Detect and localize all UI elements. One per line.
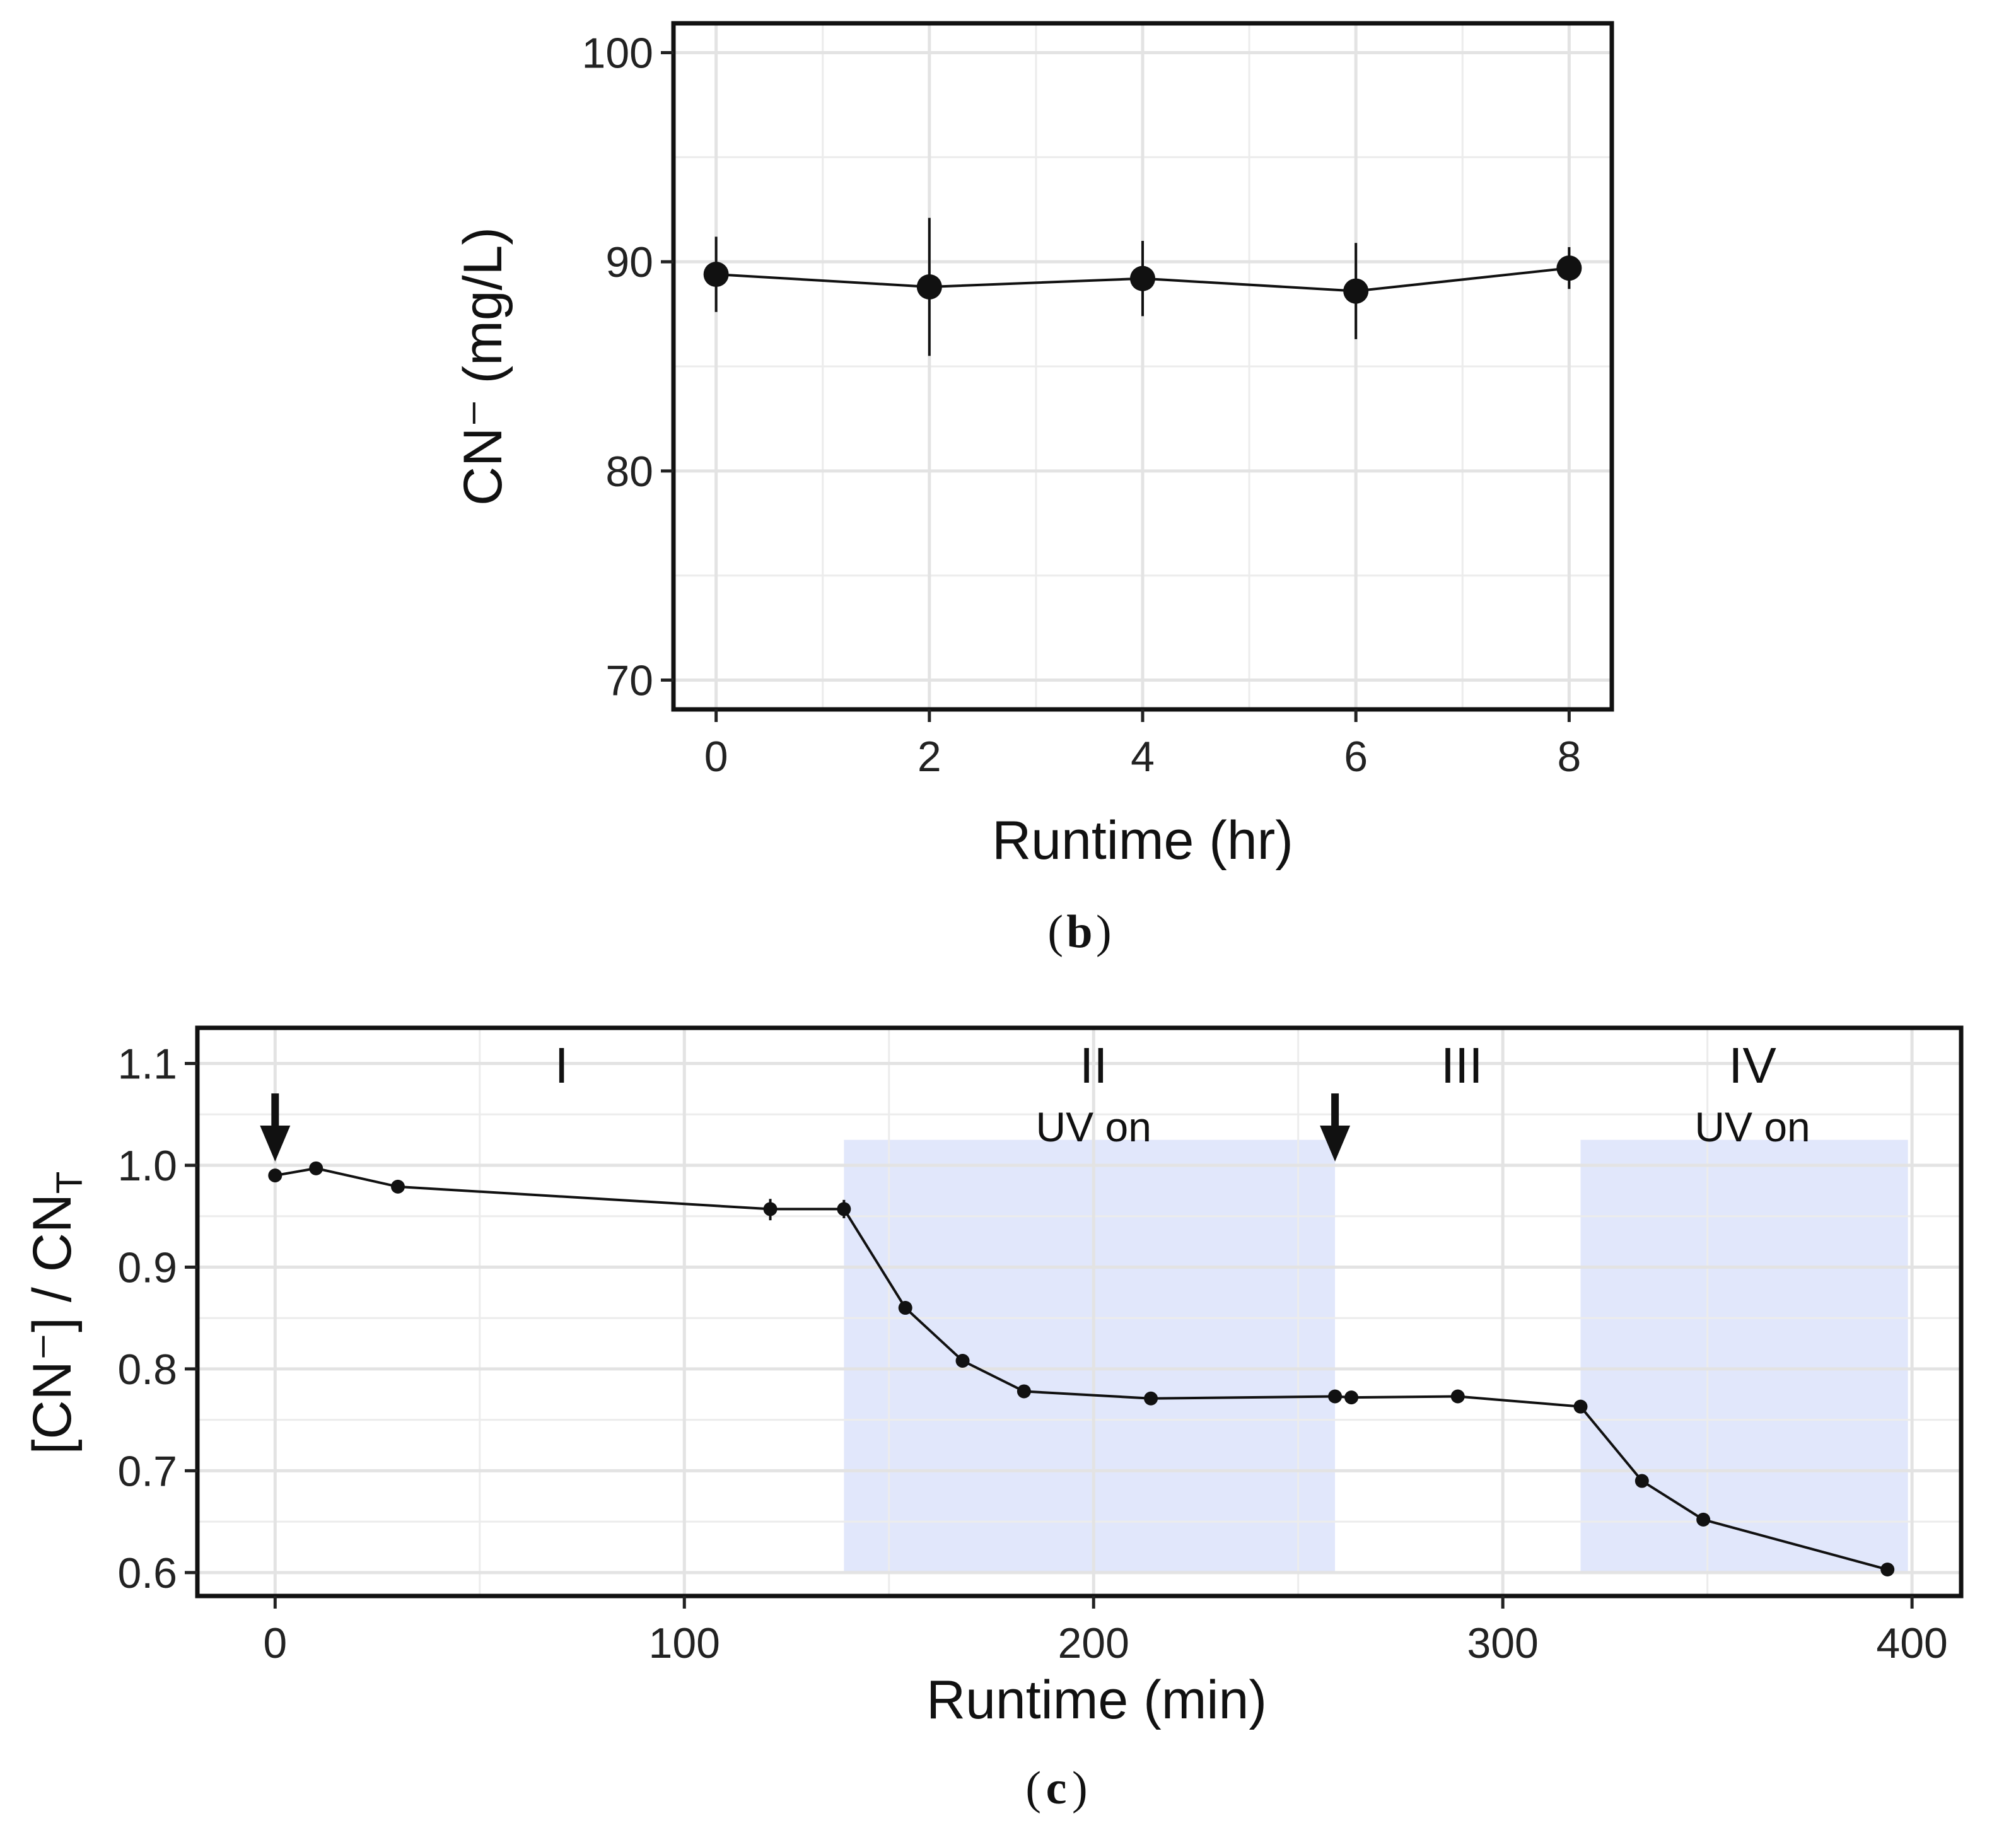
data-point <box>390 1179 405 1194</box>
arrow-down-icon <box>260 1126 291 1162</box>
phase-label: I <box>554 1037 568 1093</box>
x-tick-label: 6 <box>1344 733 1368 781</box>
x-tick-label: 8 <box>1557 733 1581 781</box>
plot-frame <box>195 1025 1964 1599</box>
y-tick-label: 0.7 <box>117 1447 177 1495</box>
data-point <box>1328 1389 1343 1404</box>
y-axis-title: [CN⁻] / CNT <box>22 1172 90 1455</box>
caption-close-paren: ) <box>1072 1762 1088 1814</box>
panel-caption-c: c <box>1046 1762 1067 1814</box>
data-point <box>1017 1384 1031 1399</box>
y-tick-label: 0.6 <box>117 1549 177 1597</box>
data-point <box>703 262 729 288</box>
data-point <box>1696 1512 1711 1527</box>
data-point <box>309 1161 323 1175</box>
axis-ticks: 0 100 200 300 400 0.6 0.7 0.8 0.9 1.0 1.1 <box>117 1040 1947 1667</box>
data-point <box>1130 265 1155 291</box>
caption-open-paren: ( <box>1047 906 1063 958</box>
caption-close-paren: ) <box>1096 906 1112 958</box>
data-point <box>955 1354 970 1368</box>
axis-ticks: 0 2 4 6 8 70 80 90 100 <box>582 29 1582 781</box>
x-tick-label: 0 <box>263 1619 287 1667</box>
x-axis-title: Runtime (min) <box>926 1670 1267 1730</box>
panel-caption-b: b <box>1066 906 1092 958</box>
data-point <box>837 1202 851 1216</box>
data-point <box>898 1301 912 1315</box>
caption-open-paren: ( <box>1025 1762 1041 1814</box>
y-tick-label: 90 <box>605 238 653 286</box>
chart-panel-b: 0 2 4 6 8 70 80 90 100 Runtime (hr) CN⁻ (mg/L) (… <box>453 21 1614 958</box>
uv-shaded-regions <box>844 1139 1908 1573</box>
y-tick-label: 0.9 <box>117 1243 177 1291</box>
data-point <box>1573 1399 1588 1414</box>
data-point <box>916 274 942 300</box>
data-series <box>268 1161 1895 1577</box>
data-series <box>703 218 1582 356</box>
x-tick-label: 4 <box>1131 733 1155 781</box>
y-tick-label: 70 <box>605 657 653 705</box>
x-tick-label: 200 <box>1058 1619 1129 1667</box>
y-tick-label: 1.0 <box>117 1142 177 1190</box>
y-tick-label: 0.8 <box>117 1346 177 1394</box>
gridlines <box>197 1028 1961 1596</box>
phase-sublabel: UV on <box>1694 1104 1810 1150</box>
data-point <box>268 1168 283 1183</box>
y-axis-title: CN⁻ (mg/L) <box>453 227 513 506</box>
uv-shaded-region <box>844 1139 1336 1573</box>
y-axis-title-main: [CN⁻] / CN <box>22 1194 83 1454</box>
phase-label: II <box>1080 1037 1107 1093</box>
x-tick-label: 400 <box>1876 1619 1947 1667</box>
y-tick-label: 100 <box>582 29 653 77</box>
data-point <box>763 1202 778 1216</box>
data-point <box>1144 1391 1158 1406</box>
x-tick-label: 2 <box>918 733 941 781</box>
data-point <box>1880 1563 1895 1577</box>
phase-label: III <box>1441 1037 1483 1093</box>
y-tick-label: 1.1 <box>117 1040 177 1088</box>
data-point <box>1344 1390 1359 1405</box>
x-axis-title: Runtime (hr) <box>992 810 1293 871</box>
uv-shaded-region <box>1580 1139 1908 1573</box>
phase-label: IV <box>1728 1037 1776 1093</box>
arrow-down-icon <box>1320 1126 1351 1162</box>
x-tick-label: 100 <box>649 1619 720 1667</box>
data-point <box>1634 1474 1649 1488</box>
x-tick-label: 0 <box>704 733 728 781</box>
data-point <box>1343 278 1369 304</box>
phase-sublabel: UV on <box>1035 1104 1151 1150</box>
series-line <box>274 1167 1888 1571</box>
y-tick-label: 80 <box>605 448 653 496</box>
y-axis-title-subscript: T <box>49 1172 90 1194</box>
x-tick-label: 300 <box>1467 1619 1538 1667</box>
data-point <box>1450 1389 1465 1404</box>
data-point <box>1556 255 1582 281</box>
